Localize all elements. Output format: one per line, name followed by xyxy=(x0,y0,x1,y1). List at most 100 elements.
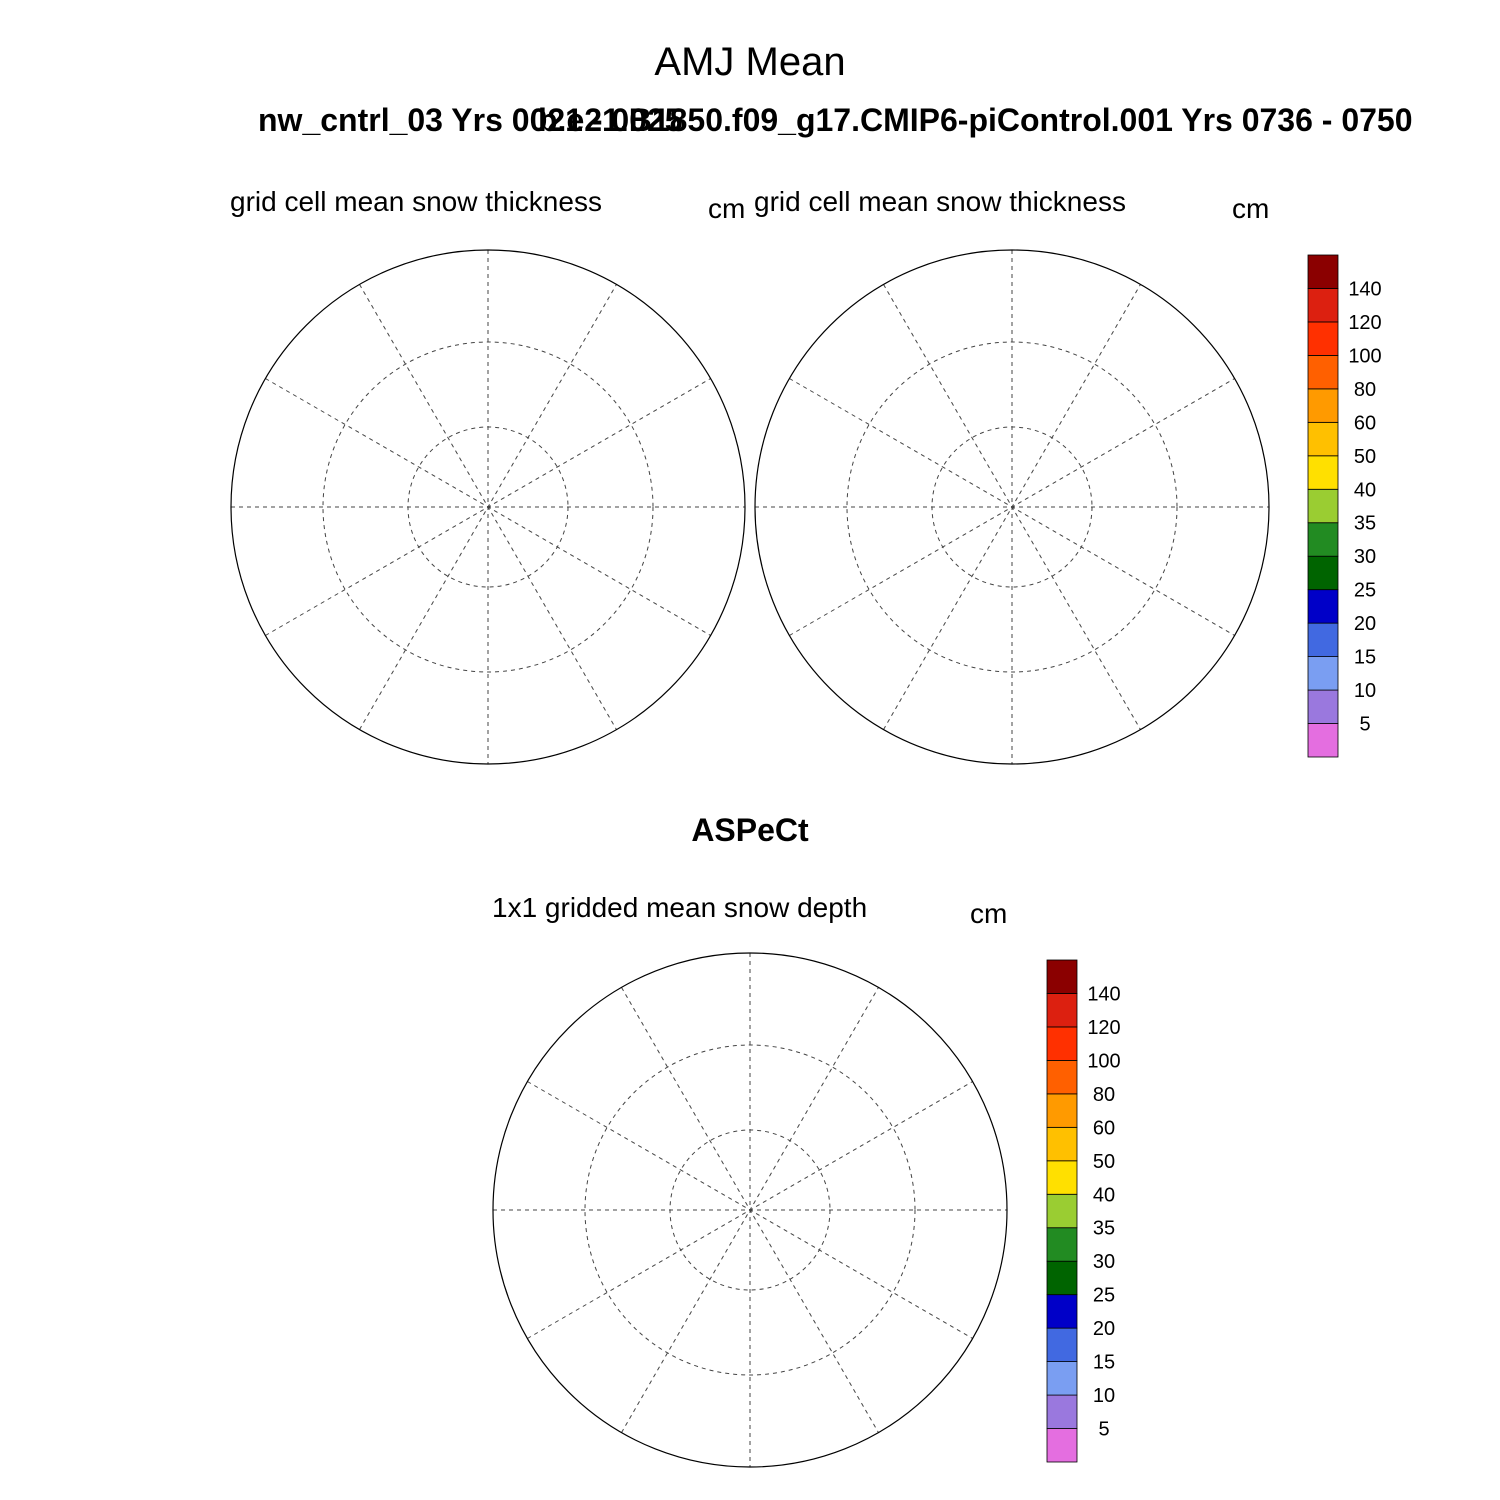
colorbar-swatch xyxy=(1307,689,1339,724)
colorbar-tick-label: 5 xyxy=(1098,1419,1109,1441)
colorbar-tick-label: 20 xyxy=(1354,613,1376,635)
colorbar-tick-label: 20 xyxy=(1093,1318,1115,1340)
obs-track-segment xyxy=(642,1110,660,1120)
colorbar-swatch xyxy=(1307,656,1339,691)
colorbar-swatch xyxy=(1046,1026,1078,1061)
obs-track-segment xyxy=(765,1320,820,1340)
colorbar-tick-label: 100 xyxy=(1348,345,1381,367)
colorbar-swatch xyxy=(1307,354,1339,390)
colorbar-tick-label: 35 xyxy=(1093,1218,1115,1240)
map-panel-right xyxy=(752,249,1270,765)
panel-left-title: grid cell mean snow thickness xyxy=(230,186,602,217)
obs-track-segment xyxy=(740,1282,750,1340)
colorbar-tick-label: 35 xyxy=(1354,513,1376,535)
colorbar-tick-label: 15 xyxy=(1093,1352,1115,1374)
panel-right-units: cm xyxy=(1232,193,1270,224)
colorbar-swatch xyxy=(1046,1060,1078,1095)
figure-title: AMJ Mean xyxy=(654,40,846,84)
antarctica-land-left xyxy=(360,405,631,620)
obs-track-segment xyxy=(720,1290,740,1350)
obs-track-segment xyxy=(885,1210,895,1250)
colorbar-swatch xyxy=(1046,1260,1078,1296)
colorbar-swatch xyxy=(1307,321,1339,356)
observations-header: ASPeCt xyxy=(691,812,809,848)
south-america-land-right xyxy=(752,397,834,451)
obs-track-segment xyxy=(870,1240,890,1270)
antarctica-land-obs xyxy=(622,1108,893,1323)
colorbar-tick-label: 50 xyxy=(1354,446,1376,468)
colorbar-tick-label: 15 xyxy=(1354,647,1376,669)
obs-track-segment xyxy=(630,1114,650,1134)
obs-track-segment xyxy=(780,1330,825,1338)
colorbar-swatch xyxy=(1046,1361,1078,1396)
colorbar-swatch xyxy=(1307,388,1339,423)
colorbar-swatch xyxy=(1307,723,1339,758)
sea-ice-snow-field-left xyxy=(342,311,667,655)
obs-track-segment xyxy=(890,1170,908,1210)
graticule-right xyxy=(755,250,1269,764)
map-panel-left xyxy=(228,249,746,765)
colorbar-swatch xyxy=(1046,959,1078,994)
obs-track-segment xyxy=(730,1285,745,1345)
map-panel-observations xyxy=(490,952,1008,1468)
colorbar-swatch xyxy=(1307,421,1339,457)
colorbar-swatch xyxy=(1046,1294,1078,1329)
colorbar-tick-label: 60 xyxy=(1354,412,1376,434)
colorbar-swatch xyxy=(1307,254,1339,289)
colorbar-swatch xyxy=(1046,1160,1078,1195)
colorbar-swatch xyxy=(1046,1327,1078,1362)
south-america-land-left xyxy=(228,397,310,451)
ship-observation-tracks xyxy=(610,1052,910,1350)
colorbar-observations: 5 10 15 20 25 30 35 40 50 60 80 100 120 140 xyxy=(1046,959,1121,1463)
colorbar-tick-label: 140 xyxy=(1087,983,1120,1005)
sea-ice-snow-field-right xyxy=(870,327,1190,656)
colorbar-tick-label: 140 xyxy=(1348,278,1381,300)
colorbar-tick-label: 5 xyxy=(1359,714,1370,736)
obs-track-segment xyxy=(900,1200,910,1230)
colorbar-tick-label: 10 xyxy=(1354,680,1376,702)
case-label-left: nw_cntrl_03 Yrs 0021 - 0025 xyxy=(258,102,683,138)
colorbar-swatch xyxy=(1046,1093,1078,1128)
colorbar-tick-label: 40 xyxy=(1093,1184,1115,1206)
antarctica-land-right xyxy=(884,405,1155,620)
colorbar-swatch xyxy=(1307,589,1339,624)
colorbar-swatch xyxy=(1046,1428,1078,1463)
colorbar-swatch xyxy=(1307,288,1339,323)
obs-track-segment xyxy=(775,1070,830,1090)
panel-right-title: grid cell mean snow thickness xyxy=(754,186,1126,217)
colorbar-swatch xyxy=(1307,522,1339,557)
colorbar-tick-label: 120 xyxy=(1087,1017,1120,1039)
obs-track-segment xyxy=(635,1170,642,1200)
graticule-left xyxy=(231,250,745,764)
colorbar-swatch xyxy=(1307,455,1339,490)
panel-obs-units: cm xyxy=(970,898,1008,929)
colorbar-swatch xyxy=(1307,622,1339,658)
colorbar-tick-label: 25 xyxy=(1093,1285,1115,1307)
colorbar-tick-label: 40 xyxy=(1354,479,1376,501)
colorbar-tick-label: 30 xyxy=(1354,546,1376,568)
south-america-land-obs xyxy=(490,1100,572,1154)
case-label-right: b.e21.B1850.f09_g17.CMIP6-piControl.001 … xyxy=(538,102,1413,138)
colorbar-model: 5 10 15 20 25 30 35 40 50 60 80 100 120 140 xyxy=(1307,254,1382,758)
obs-track-segment xyxy=(860,1250,880,1290)
colorbar-tick-label: 60 xyxy=(1093,1117,1115,1139)
colorbar-tick-label: 25 xyxy=(1354,580,1376,602)
colorbar-tick-label: 10 xyxy=(1093,1385,1115,1407)
obs-track-segment xyxy=(610,1112,632,1128)
obs-track-segment xyxy=(638,1130,654,1144)
panel-left-units: cm xyxy=(708,193,746,224)
colorbar-swatch xyxy=(1046,1126,1078,1162)
colorbar-tick-label: 30 xyxy=(1093,1251,1115,1273)
colorbar-tick-label: 50 xyxy=(1093,1151,1115,1173)
obs-track-segment xyxy=(610,1070,650,1100)
colorbar-tick-label: 80 xyxy=(1354,379,1376,401)
obs-track-segment xyxy=(860,1130,900,1180)
obs-track-segment xyxy=(690,1280,705,1290)
colorbar-tick-label: 80 xyxy=(1093,1084,1115,1106)
obs-track-segment xyxy=(875,1150,890,1190)
colorbar-swatch xyxy=(1046,1227,1078,1262)
obs-track-segment xyxy=(840,1110,890,1160)
colorbar-swatch xyxy=(1046,1193,1078,1229)
colorbar-swatch xyxy=(1307,488,1339,524)
